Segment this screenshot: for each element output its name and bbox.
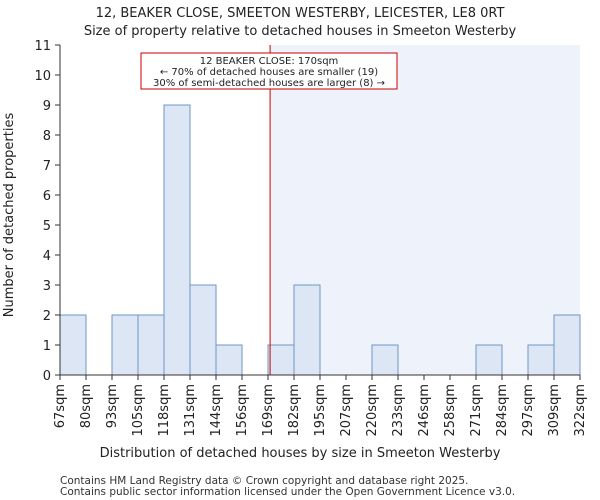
histogram-bar	[475, 344, 503, 376]
x-tick-label: 156sqm	[235, 384, 250, 437]
histogram-bar	[111, 314, 139, 376]
histogram-bar	[553, 314, 581, 376]
chart-title: 12, BEAKER CLOSE, SMEETON WESTERBY, LEIC…	[96, 6, 505, 21]
x-tick-label: 271sqm	[469, 384, 484, 437]
x-tick-label: 246sqm	[417, 384, 432, 437]
footer-licence: Contains public sector information licen…	[60, 486, 515, 498]
y-tick-label: 11	[34, 39, 51, 54]
annotation-line-3: 30% of semi-detached houses are larger (…	[153, 78, 385, 89]
y-tick-label: 6	[43, 189, 51, 204]
x-tick-label: 131sqm	[183, 384, 198, 437]
x-tick-label: 309sqm	[547, 384, 562, 437]
annotation-line-1: 12 BEAKER CLOSE: 170sqm	[200, 56, 339, 67]
y-tick-label: 3	[43, 279, 51, 294]
highlight-region	[270, 45, 580, 375]
chart-subtitle: Size of property relative to detached ho…	[84, 24, 517, 39]
y-axis: 0 1 2 3 4 5 6 7 8 9 10 11	[34, 39, 61, 384]
histogram-bar	[293, 284, 321, 376]
x-tick-label: 220sqm	[365, 384, 380, 437]
histogram-bar	[189, 284, 217, 376]
histogram-bar	[59, 314, 87, 376]
x-tick-label: 297sqm	[521, 384, 536, 437]
y-tick-label: 2	[43, 309, 51, 324]
y-tick-label: 9	[43, 99, 51, 114]
x-tick-label: 207sqm	[339, 384, 354, 437]
y-axis-label: Number of detached properties	[2, 113, 17, 318]
x-tick-label: 182sqm	[287, 384, 302, 437]
bars-group	[59, 104, 581, 376]
x-tick-label: 233sqm	[391, 384, 406, 437]
footer-copyright: Contains HM Land Registry data © Crown c…	[60, 475, 468, 487]
y-tick-label: 8	[43, 129, 51, 144]
x-axis: 67sqm 80sqm 93sqm 105sqm 118sqm 131sqm 144sqm 1…	[53, 374, 588, 437]
y-tick-label: 7	[43, 159, 51, 174]
histogram-bar	[163, 104, 191, 376]
x-tick-label: 258sqm	[443, 384, 458, 437]
histogram-bar	[371, 344, 399, 376]
x-tick-label: 118sqm	[157, 384, 172, 437]
x-tick-label: 93sqm	[105, 384, 120, 428]
annotation-box	[140, 52, 398, 90]
x-tick-label: 169sqm	[261, 384, 276, 437]
y-tick-label: 10	[34, 69, 51, 84]
x-tick-label: 144sqm	[209, 384, 224, 437]
histogram-bar	[267, 344, 295, 376]
histogram-bar	[137, 314, 165, 376]
y-tick-label: 1	[43, 339, 51, 354]
y-tick-label: 0	[43, 369, 51, 384]
x-tick-label: 105sqm	[131, 384, 146, 437]
histogram-bar	[527, 344, 555, 376]
x-tick-label: 195sqm	[313, 384, 328, 437]
histogram-bar	[215, 344, 243, 376]
x-tick-label: 67sqm	[53, 384, 68, 428]
x-axis-label: Distribution of detached houses by size …	[100, 446, 501, 461]
y-tick-label: 4	[43, 249, 51, 264]
y-tick-label: 5	[43, 219, 51, 234]
x-tick-label: 80sqm	[79, 384, 94, 428]
x-tick-label: 284sqm	[495, 384, 510, 437]
x-tick-label: 322sqm	[573, 384, 588, 437]
annotation-line-2: ← 70% of detached houses are smaller (19…	[160, 67, 378, 78]
